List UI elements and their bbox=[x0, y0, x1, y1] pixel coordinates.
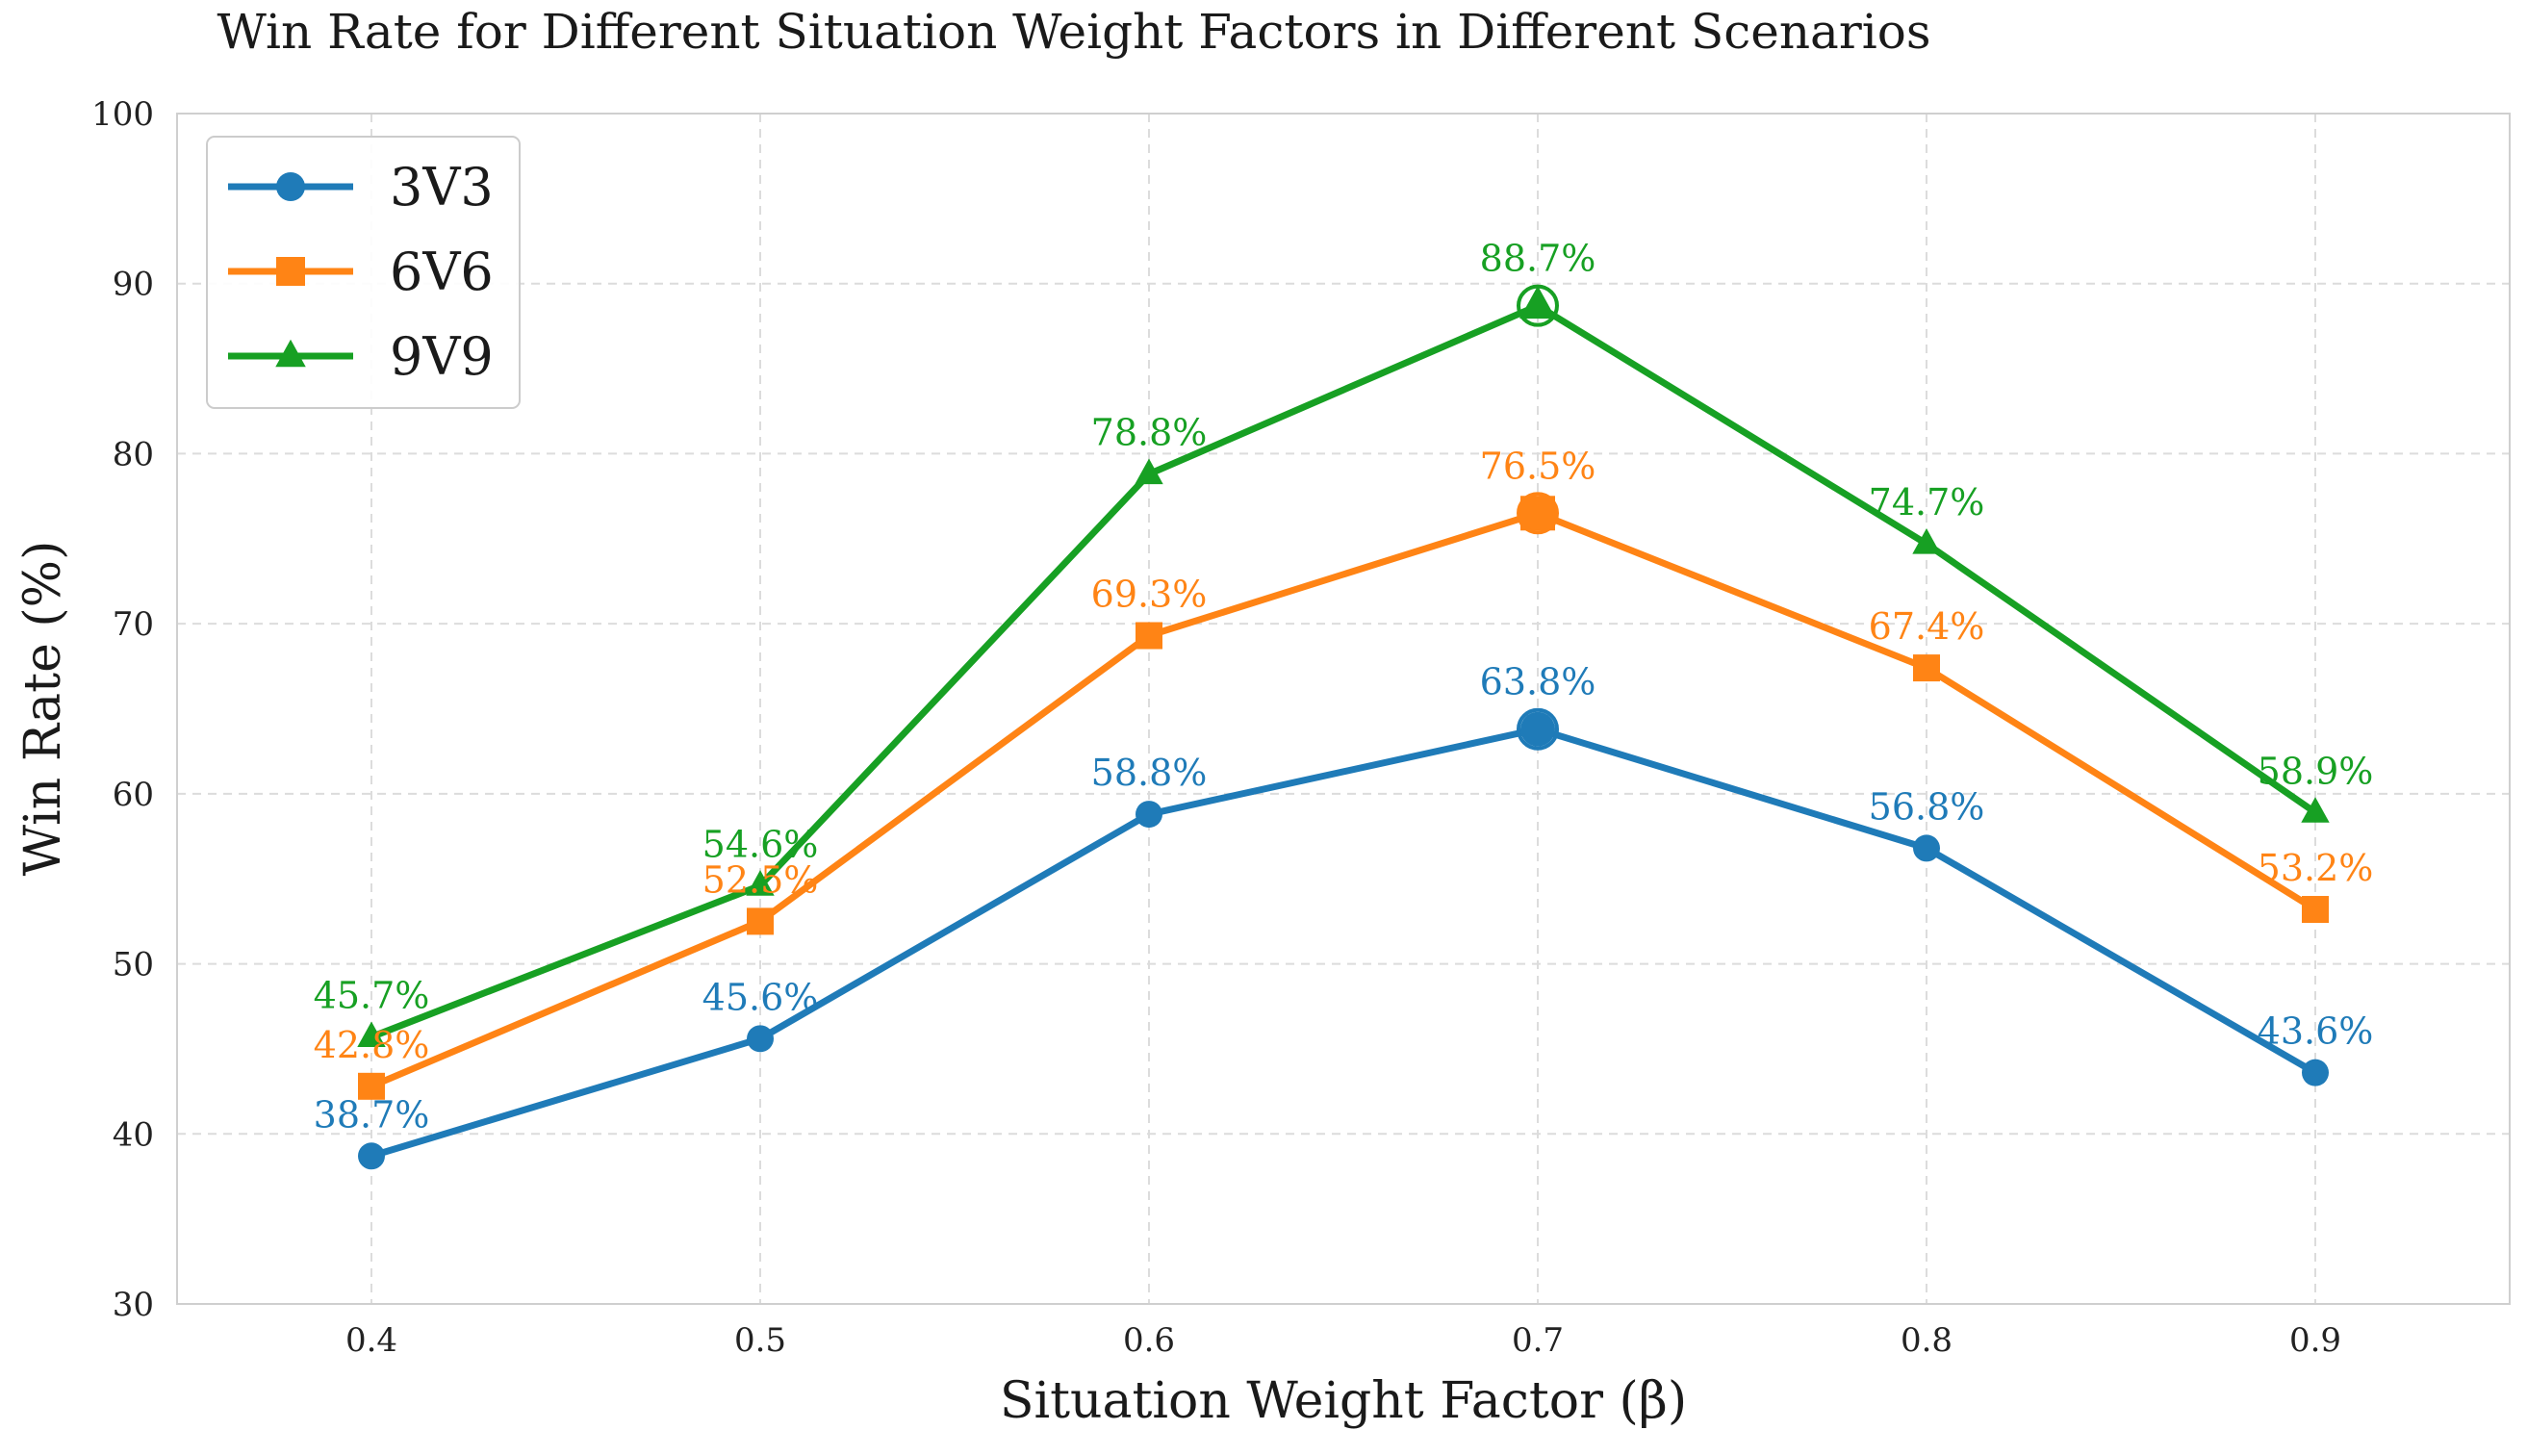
x-tick-label: 0.4 bbox=[345, 1321, 397, 1360]
y-tick-label: 40 bbox=[113, 1115, 154, 1154]
data-point-3V3 bbox=[2302, 1059, 2329, 1086]
y-axis-label: Win Rate (%) bbox=[14, 541, 72, 877]
y-tick-label: 80 bbox=[113, 435, 154, 473]
data-point-6V6 bbox=[1913, 654, 1940, 682]
data-label-6V6: 76.5% bbox=[1480, 445, 1596, 487]
y-tick-label: 50 bbox=[113, 946, 154, 984]
data-point-3V3 bbox=[358, 1142, 385, 1170]
data-label-9V9: 58.9% bbox=[2258, 750, 2374, 792]
data-point-9V9 bbox=[357, 1021, 386, 1048]
data-label-9V9: 78.8% bbox=[1091, 412, 1208, 454]
x-axis-label: Situation Weight Factor (β) bbox=[1000, 1372, 1687, 1430]
legend-marker-6V6 bbox=[276, 257, 305, 286]
data-label-3V3: 63.8% bbox=[1480, 661, 1596, 703]
x-tick-label: 0.5 bbox=[734, 1321, 786, 1360]
data-label-3V3: 58.8% bbox=[1091, 752, 1208, 794]
y-axis-ticks: 30 40 50 60 70 80 90 100 bbox=[91, 95, 154, 1324]
data-label-3V3: 45.6% bbox=[702, 976, 819, 1018]
data-label-6V6: 67.4% bbox=[1869, 605, 1985, 648]
data-label-6V6: 53.2% bbox=[2258, 847, 2374, 889]
data-label-3V3: 43.6% bbox=[2258, 1010, 2374, 1053]
legend-marker-9V9 bbox=[275, 339, 306, 368]
data-label-9V9: 88.7% bbox=[1480, 238, 1596, 280]
x-tick-label: 0.9 bbox=[2289, 1321, 2341, 1360]
x-tick-label: 0.8 bbox=[1901, 1321, 1953, 1360]
data-label-9V9: 74.7% bbox=[1869, 481, 1985, 524]
legend-box bbox=[206, 136, 521, 409]
y-tick-label: 30 bbox=[113, 1286, 154, 1324]
plot-frame bbox=[176, 113, 2511, 1305]
data-label-6V6: 69.3% bbox=[1091, 574, 1208, 616]
x-tick-label: 0.6 bbox=[1123, 1321, 1175, 1360]
y-tick-label: 100 bbox=[91, 95, 154, 134]
legend-label-9V9: 9V9 bbox=[390, 326, 494, 387]
data-point-9V9 bbox=[1519, 285, 1556, 319]
data-label-6V6: 42.8% bbox=[314, 1024, 430, 1066]
data-point-9V9 bbox=[746, 870, 775, 896]
data-point-6V6 bbox=[747, 907, 774, 935]
data-label-3V3: 38.7% bbox=[314, 1093, 430, 1136]
chart-title: Win Rate for Different Situation Weight … bbox=[217, 4, 1930, 60]
data-label-9V9: 45.7% bbox=[314, 975, 430, 1017]
legend-marker-3V3 bbox=[276, 172, 305, 201]
series-line-3V3 bbox=[368, 726, 2319, 1160]
legend-label-3V3: 3V3 bbox=[390, 157, 494, 217]
data-point-6V6 bbox=[1136, 622, 1162, 650]
data-point-3V3 bbox=[1913, 834, 1940, 862]
data-point-9V9 bbox=[1912, 527, 1941, 554]
legend: 3V3 6V6 9V9 bbox=[206, 136, 521, 409]
series-line-6V6 bbox=[368, 509, 2319, 1090]
data-label-9V9: 54.6% bbox=[702, 823, 819, 865]
series-lines bbox=[357, 284, 2330, 1170]
data-point-6V6 bbox=[1520, 496, 1555, 531]
data-point-6V6 bbox=[2302, 896, 2329, 924]
x-axis-ticks: 0.4 0.5 0.6 0.7 0.8 0.9 bbox=[345, 1321, 2341, 1360]
highlight-ring-9V9 bbox=[1517, 284, 1559, 327]
data-point-9V9 bbox=[2301, 797, 2330, 823]
data-labels: 38.7% 45.6% 58.8% 63.8% 56.8% 43.6% 42.8% 52.5%… bbox=[314, 238, 2374, 1137]
series-line-9V9 bbox=[368, 302, 2319, 1041]
data-point-9V9 bbox=[1135, 458, 1163, 485]
data-point-3V3 bbox=[1520, 711, 1555, 747]
data-point-3V3 bbox=[1136, 801, 1162, 829]
highlight-ring-6V6 bbox=[1517, 492, 1559, 535]
legend-label-6V6: 6V6 bbox=[390, 242, 494, 302]
data-label-6V6: 52.5% bbox=[702, 858, 819, 901]
data-point-6V6 bbox=[358, 1072, 385, 1100]
data-label-3V3: 56.8% bbox=[1869, 785, 1985, 828]
y-tick-label: 70 bbox=[113, 605, 154, 644]
data-point-3V3 bbox=[747, 1025, 774, 1053]
y-tick-label: 60 bbox=[113, 776, 154, 814]
y-tick-label: 90 bbox=[113, 266, 154, 304]
x-tick-label: 0.7 bbox=[1512, 1321, 1564, 1360]
highlight-ring-3V3 bbox=[1517, 707, 1559, 751]
